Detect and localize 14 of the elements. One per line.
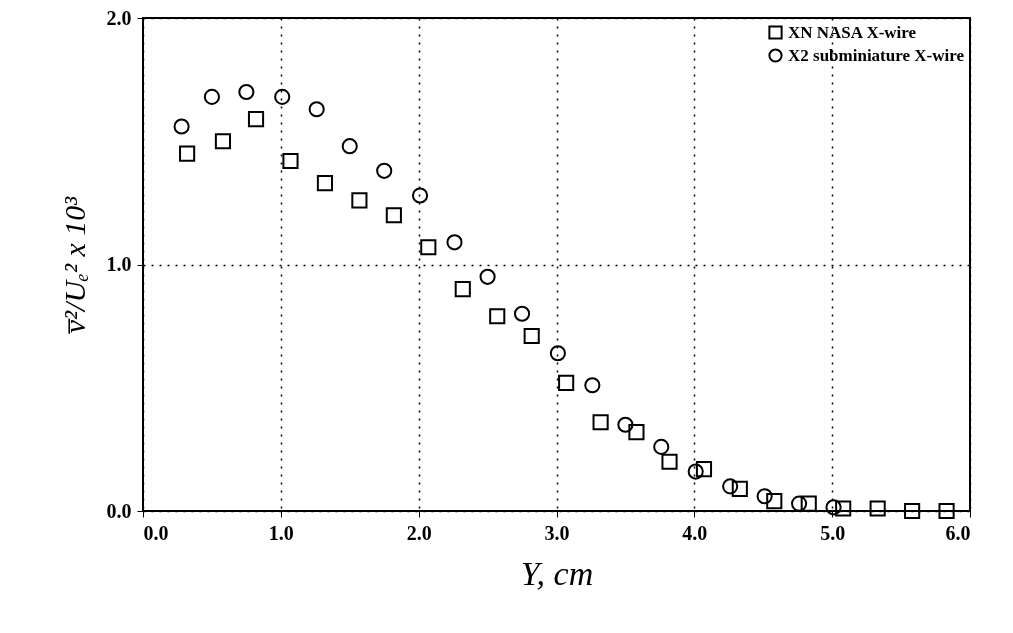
y-axis-title: v̅²/Uₑ² x 10³ <box>57 195 91 335</box>
y-tick-label: 1.0 <box>106 253 132 275</box>
x-tick-label: 1.0 <box>268 521 294 544</box>
x-tick-label: 6.0 <box>945 521 971 544</box>
y-tick-label: 0.0 <box>106 499 132 522</box>
y-tick-label: 2.0 <box>106 6 132 29</box>
x-tick-label: 0.0 <box>143 521 169 544</box>
x-tick-label: 2.0 <box>406 521 432 544</box>
x-axis-title: Y, cm <box>520 554 594 592</box>
legend-label: X2 subminiature X-wire <box>788 45 965 65</box>
x-tick-label: 5.0 <box>820 521 846 544</box>
x-tick-label: 4.0 <box>682 521 708 544</box>
x-tick-label: 3.0 <box>544 521 570 544</box>
legend-label: XN NASA X-wire <box>788 22 917 42</box>
